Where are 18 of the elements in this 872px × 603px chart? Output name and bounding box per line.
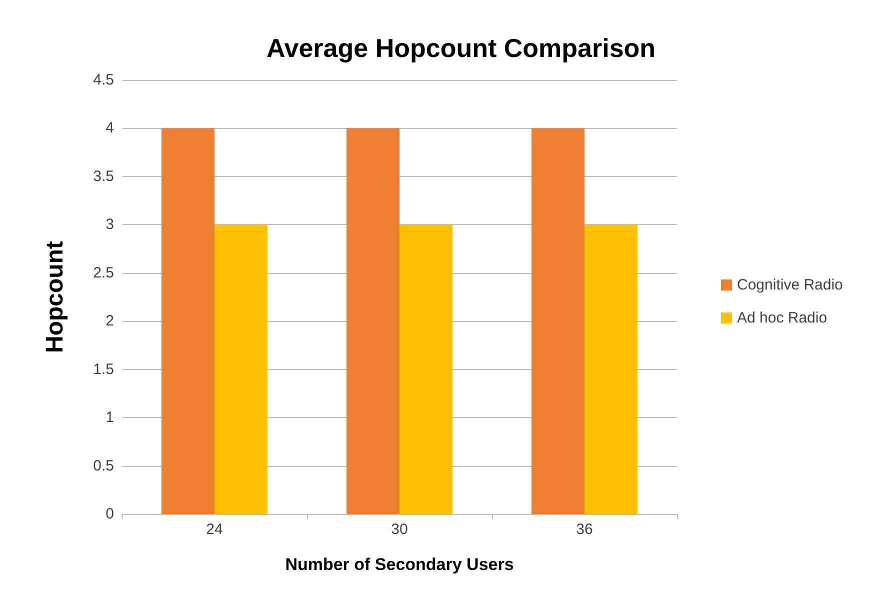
y-tick-label: 4.5 (93, 72, 114, 88)
y-tick-label: 2.5 (93, 264, 114, 282)
x-tick-label: 36 (576, 521, 593, 538)
legend-label: Ad hoc Radio (737, 310, 828, 326)
x-axis-title: Number of Secondary Users (285, 555, 514, 574)
y-tick-label: 0 (106, 506, 114, 522)
y-tick-label: 3 (106, 216, 114, 234)
legend-label: Cognitive Radio (737, 276, 843, 294)
y-tick-label: 3.5 (93, 168, 114, 185)
y-tick-label: 2 (106, 312, 114, 330)
y-tick-label: 1 (106, 409, 114, 426)
y-tick-label: 1.5 (93, 360, 114, 378)
y-tick-label: 4 (106, 120, 114, 137)
x-tick-label: 30 (391, 521, 408, 538)
y-axis-title: Hopcount (42, 241, 68, 353)
y-tick-label: 0.5 (93, 457, 114, 474)
x-tick-label: 24 (206, 521, 223, 538)
chart-title: Average Hopcount Comparison (266, 33, 656, 63)
